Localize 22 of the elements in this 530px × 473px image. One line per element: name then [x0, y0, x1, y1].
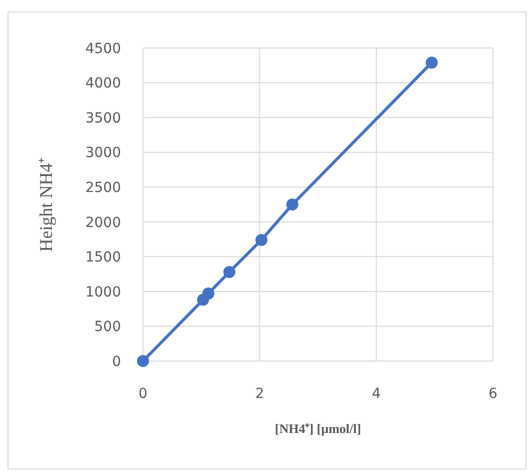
y-tick-label: 2500 — [85, 180, 121, 196]
point — [223, 266, 236, 278]
point — [286, 198, 298, 210]
point — [426, 56, 438, 69]
y-tick-label: 0 — [112, 354, 121, 370]
y-tick-label: 1000 — [85, 284, 121, 300]
x-tick-label: 6 — [488, 386, 498, 402]
y-tick-label: 4000 — [85, 76, 121, 92]
point — [137, 355, 149, 367]
point — [255, 234, 268, 246]
x-axis-title: [NH4⁺] [µmol/l] — [274, 421, 362, 436]
y-tick-label: 3500 — [85, 110, 121, 126]
x-tick-label: 0 — [138, 386, 148, 402]
y-tick-label: 4500 — [85, 40, 121, 57]
y-tick-label: 1500 — [85, 250, 121, 266]
y-tick-label: 2000 — [85, 214, 121, 231]
y-tick-label: 3000 — [85, 145, 121, 162]
x-tick-label: 2 — [255, 386, 264, 402]
x-tick-label: 4 — [372, 386, 381, 402]
point — [202, 288, 214, 300]
y-axis-title: Height NH4⁺ — [36, 157, 56, 252]
y-tick-label: 500 — [94, 319, 121, 336]
